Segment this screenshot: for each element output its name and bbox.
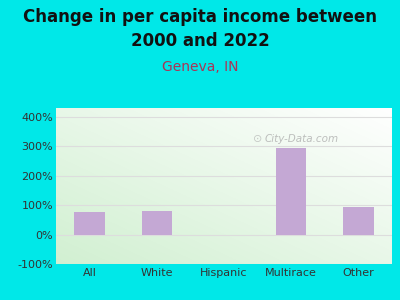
Bar (74, 212, 105, 235)
Bar (142, 211, 172, 235)
Text: Change in per capita income between: Change in per capita income between (23, 8, 377, 26)
Text: 2000 and 2022: 2000 and 2022 (131, 32, 269, 50)
Bar (209, 235, 239, 236)
Bar (343, 207, 374, 235)
Text: Geneva, IN: Geneva, IN (162, 60, 238, 74)
Text: City-Data.com: City-Data.com (264, 134, 338, 144)
Text: ⊙: ⊙ (253, 134, 262, 144)
Bar (276, 148, 306, 235)
